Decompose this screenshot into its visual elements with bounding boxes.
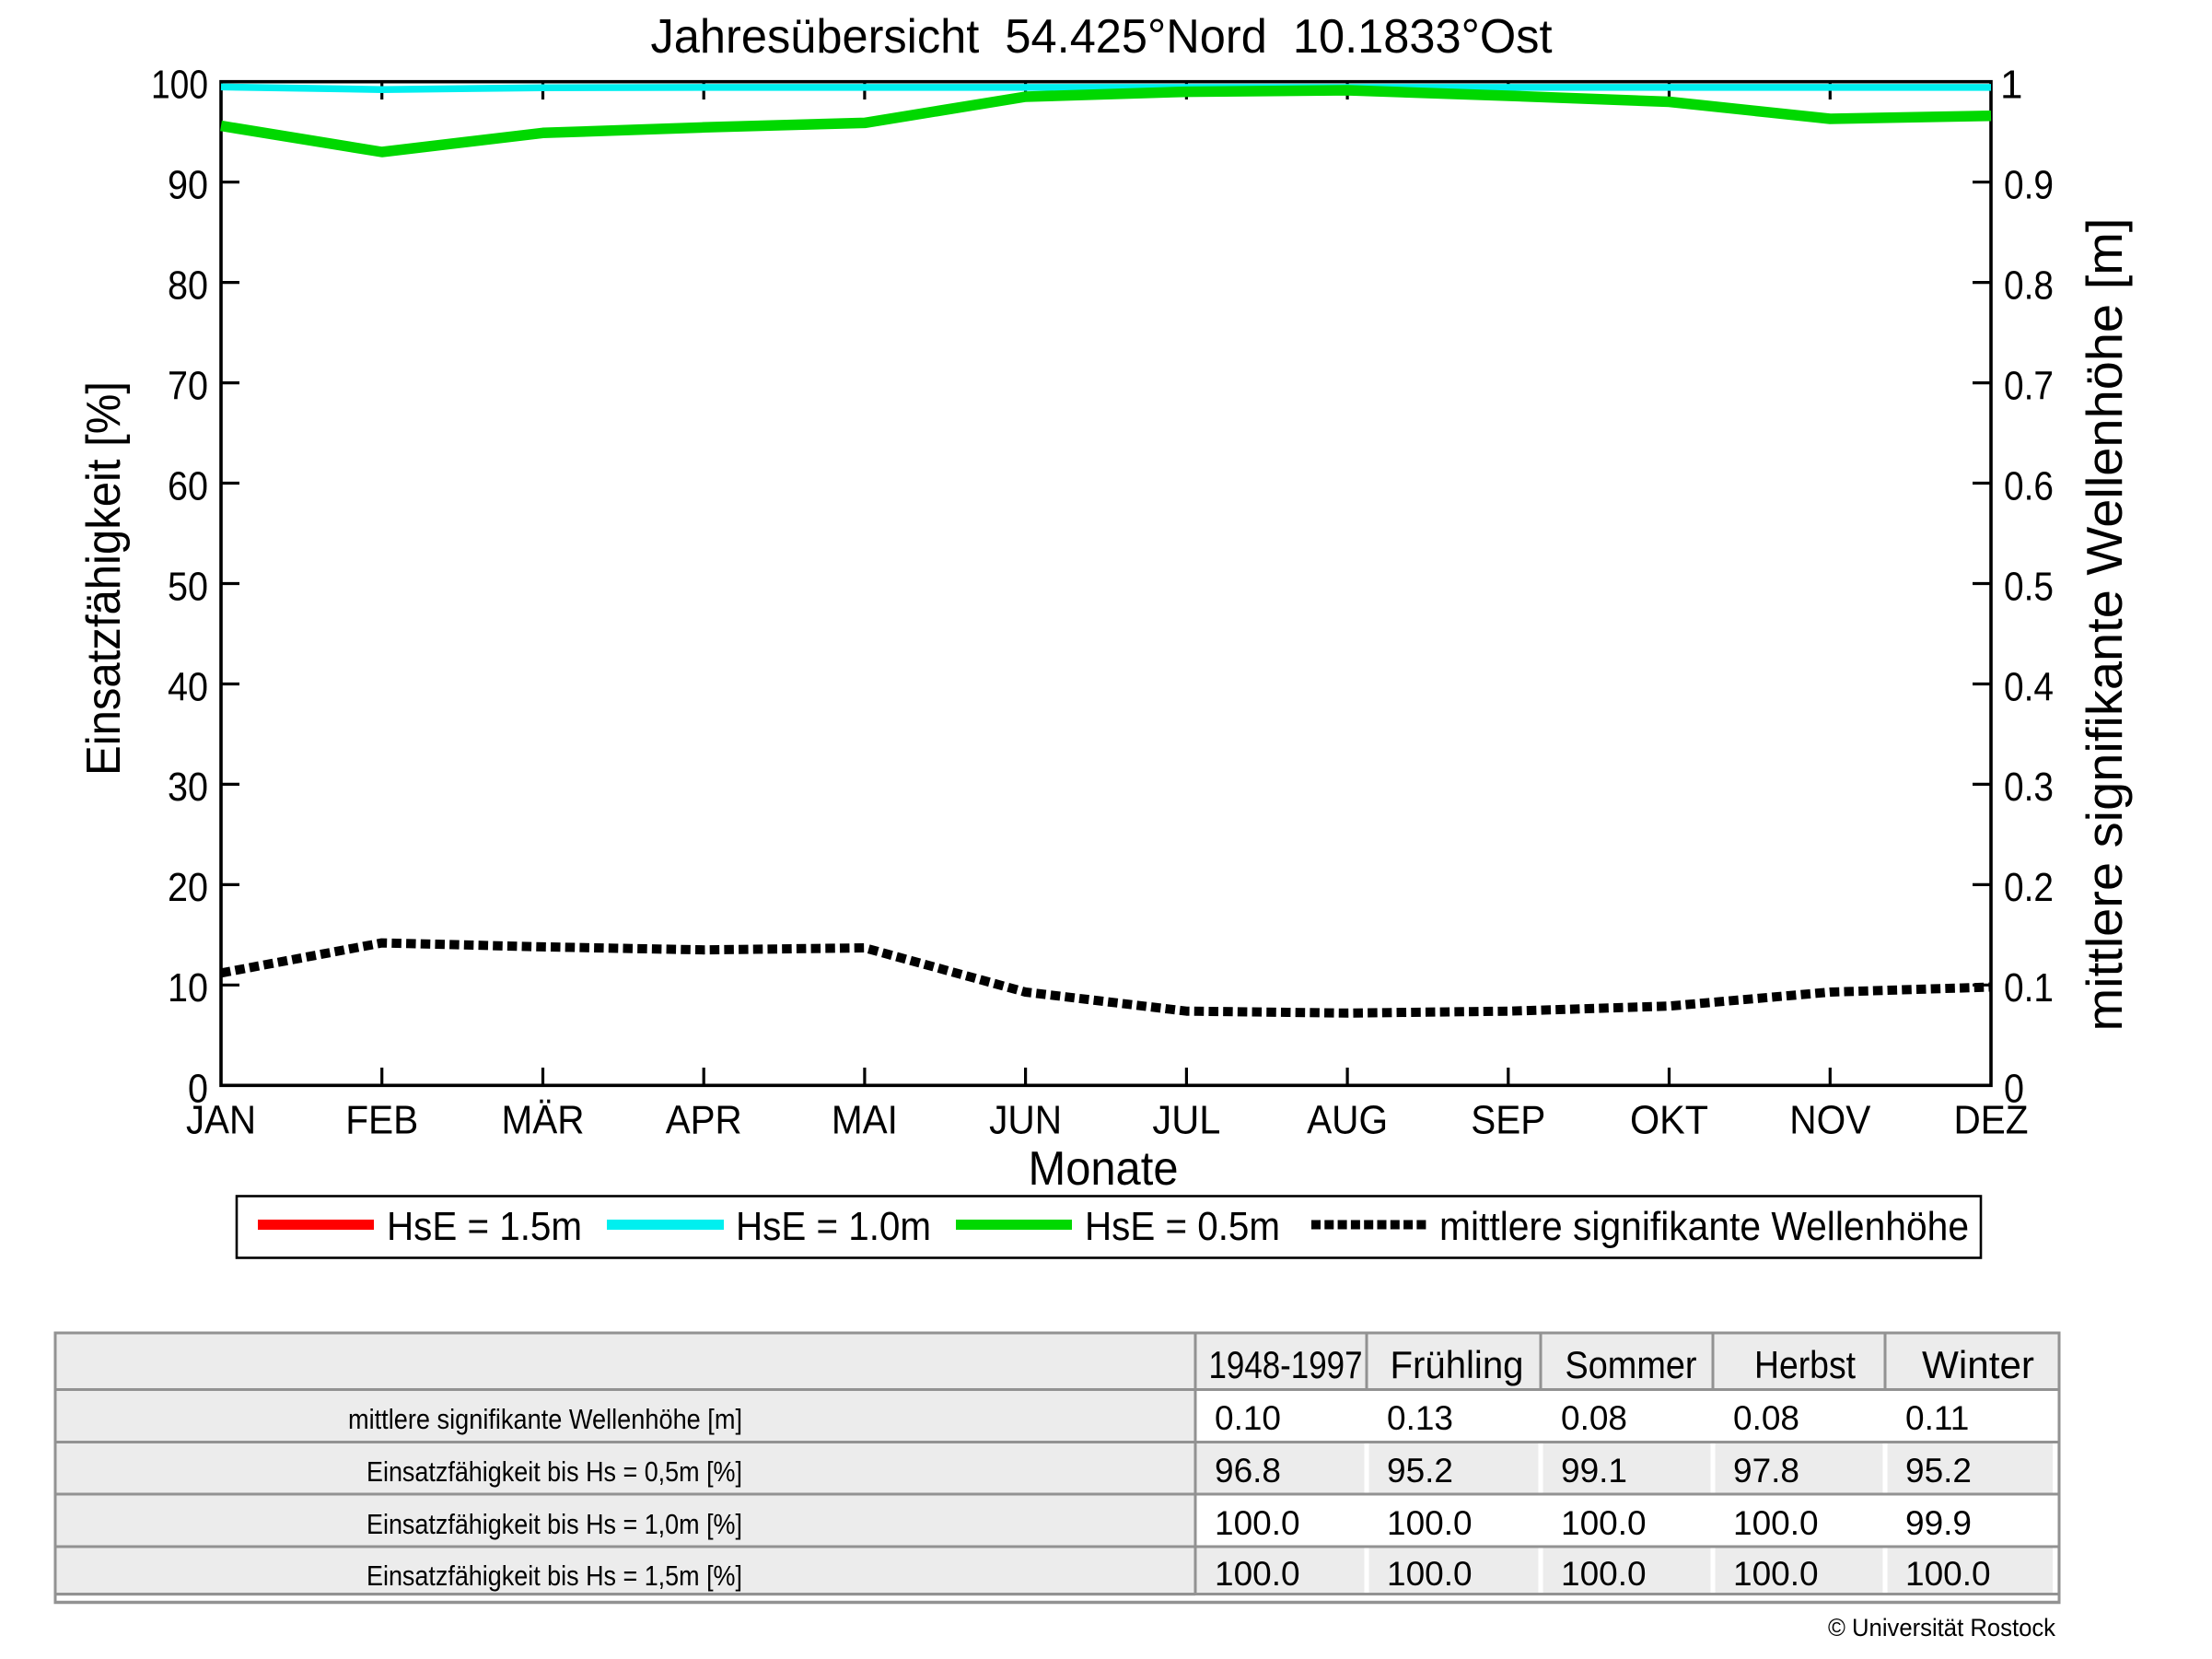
svg-text:0: 0 <box>2004 1066 2024 1111</box>
svg-text:JUN: JUN <box>989 1098 1062 1143</box>
svg-text:1948-1997: 1948-1997 <box>1209 1343 1363 1386</box>
svg-text:HsE = 0.5m: HsE = 0.5m <box>1085 1204 1280 1249</box>
svg-text:99.1: 99.1 <box>1561 1452 1627 1490</box>
svg-text:0.4: 0.4 <box>2004 664 2054 709</box>
svg-text:Einsatzfähigkeit bis Hs = 1,0m: Einsatzfähigkeit bis Hs = 1,0m [%] <box>367 1508 742 1540</box>
svg-text:NOV: NOV <box>1789 1098 1871 1143</box>
svg-text:70: 70 <box>168 364 208 409</box>
svg-text:JUL: JUL <box>1152 1098 1220 1143</box>
svg-text:AUG: AUG <box>1307 1098 1388 1143</box>
svg-text:Winter: Winter <box>1922 1343 2034 1386</box>
svg-text:MÄR: MÄR <box>502 1098 585 1143</box>
svg-text:0.10: 0.10 <box>1215 1399 1281 1437</box>
svg-text:Monate: Monate <box>1029 1142 1179 1196</box>
svg-text:FEB: FEB <box>345 1098 418 1143</box>
svg-text:100.0: 100.0 <box>1387 1504 1473 1542</box>
svg-text:HsE = 1.0m: HsE = 1.0m <box>736 1204 931 1249</box>
svg-text:0.13: 0.13 <box>1387 1399 1453 1437</box>
svg-text:Frühling: Frühling <box>1391 1343 1524 1386</box>
svg-text:JAN: JAN <box>186 1098 256 1143</box>
svg-text:0.8: 0.8 <box>2004 263 2054 309</box>
svg-text:100.0: 100.0 <box>1215 1504 1300 1542</box>
svg-text:100.0: 100.0 <box>1215 1555 1300 1593</box>
svg-text:HsE = 1.5m: HsE = 1.5m <box>387 1204 582 1249</box>
svg-text:mittlere signifikante Wellenhö: mittlere signifikante Wellenhöhe <box>1439 1204 1969 1249</box>
svg-text:MAI: MAI <box>832 1098 898 1143</box>
svg-text:40: 40 <box>168 664 208 709</box>
svg-text:0.08: 0.08 <box>1561 1399 1627 1437</box>
svg-text:100.0: 100.0 <box>1387 1555 1473 1593</box>
svg-text:0.2: 0.2 <box>2004 865 2054 910</box>
svg-text:mittlere signifikante Wellenhö: mittlere signifikante Wellenhöhe [m] <box>2076 218 2133 1032</box>
svg-text:100.0: 100.0 <box>1733 1504 1819 1542</box>
svg-text:0.3: 0.3 <box>2004 765 2054 810</box>
svg-text:DEZ: DEZ <box>1954 1098 2029 1143</box>
svg-text:0.6: 0.6 <box>2004 464 2054 509</box>
svg-text:SEP: SEP <box>1471 1098 1545 1143</box>
svg-text:Einsatzfähigkeit bis Hs = 1,5m: Einsatzfähigkeit bis Hs = 1,5m [%] <box>367 1560 742 1592</box>
svg-text:100.0: 100.0 <box>1905 1555 1991 1593</box>
svg-text:Jahresübersicht 54.425°Nord: Jahresübersicht 54.425°Nord 10.1833°Ost <box>651 10 1554 64</box>
svg-text:Einsatzfähigkeit [%]: Einsatzfähigkeit [%] <box>77 381 131 776</box>
svg-text:© Universität Rostock: © Universität Rostock <box>1828 1614 2055 1641</box>
svg-text:100.0: 100.0 <box>1561 1504 1647 1542</box>
svg-text:50: 50 <box>168 564 208 609</box>
svg-text:99.9: 99.9 <box>1905 1504 1972 1542</box>
svg-text:96.8: 96.8 <box>1215 1452 1281 1490</box>
svg-text:0.9: 0.9 <box>2004 163 2054 208</box>
svg-text:0: 0 <box>188 1066 208 1111</box>
svg-text:90: 90 <box>168 163 208 208</box>
svg-text:60: 60 <box>168 464 208 509</box>
svg-text:0.7: 0.7 <box>2004 364 2054 409</box>
svg-text:0.5: 0.5 <box>2004 564 2054 609</box>
svg-text:0.1: 0.1 <box>2004 965 2054 1011</box>
svg-text:95.2: 95.2 <box>1905 1452 1972 1490</box>
svg-text:97.8: 97.8 <box>1733 1452 1799 1490</box>
svg-text:mittlere signifikante Wellenhö: mittlere signifikante Wellenhöhe [m] <box>348 1403 742 1435</box>
svg-text:30: 30 <box>168 765 208 810</box>
svg-text:0.11: 0.11 <box>1905 1399 1969 1437</box>
svg-text:95.2: 95.2 <box>1387 1452 1453 1490</box>
svg-text:20: 20 <box>168 865 208 910</box>
svg-text:100.0: 100.0 <box>1733 1555 1819 1593</box>
svg-text:0.08: 0.08 <box>1733 1399 1799 1437</box>
svg-text:Sommer: Sommer <box>1566 1343 1697 1386</box>
svg-text:APR: APR <box>666 1098 742 1143</box>
svg-text:Herbst: Herbst <box>1754 1343 1856 1386</box>
svg-text:OKT: OKT <box>1630 1098 1708 1143</box>
svg-text:10: 10 <box>168 965 208 1011</box>
svg-text:100: 100 <box>151 63 208 108</box>
svg-text:Einsatzfähigkeit bis Hs = 0,5m: Einsatzfähigkeit bis Hs = 0,5m [%] <box>367 1455 742 1488</box>
svg-text:100.0: 100.0 <box>1561 1555 1647 1593</box>
svg-text:80: 80 <box>168 263 208 309</box>
svg-text:1: 1 <box>2000 63 2022 108</box>
